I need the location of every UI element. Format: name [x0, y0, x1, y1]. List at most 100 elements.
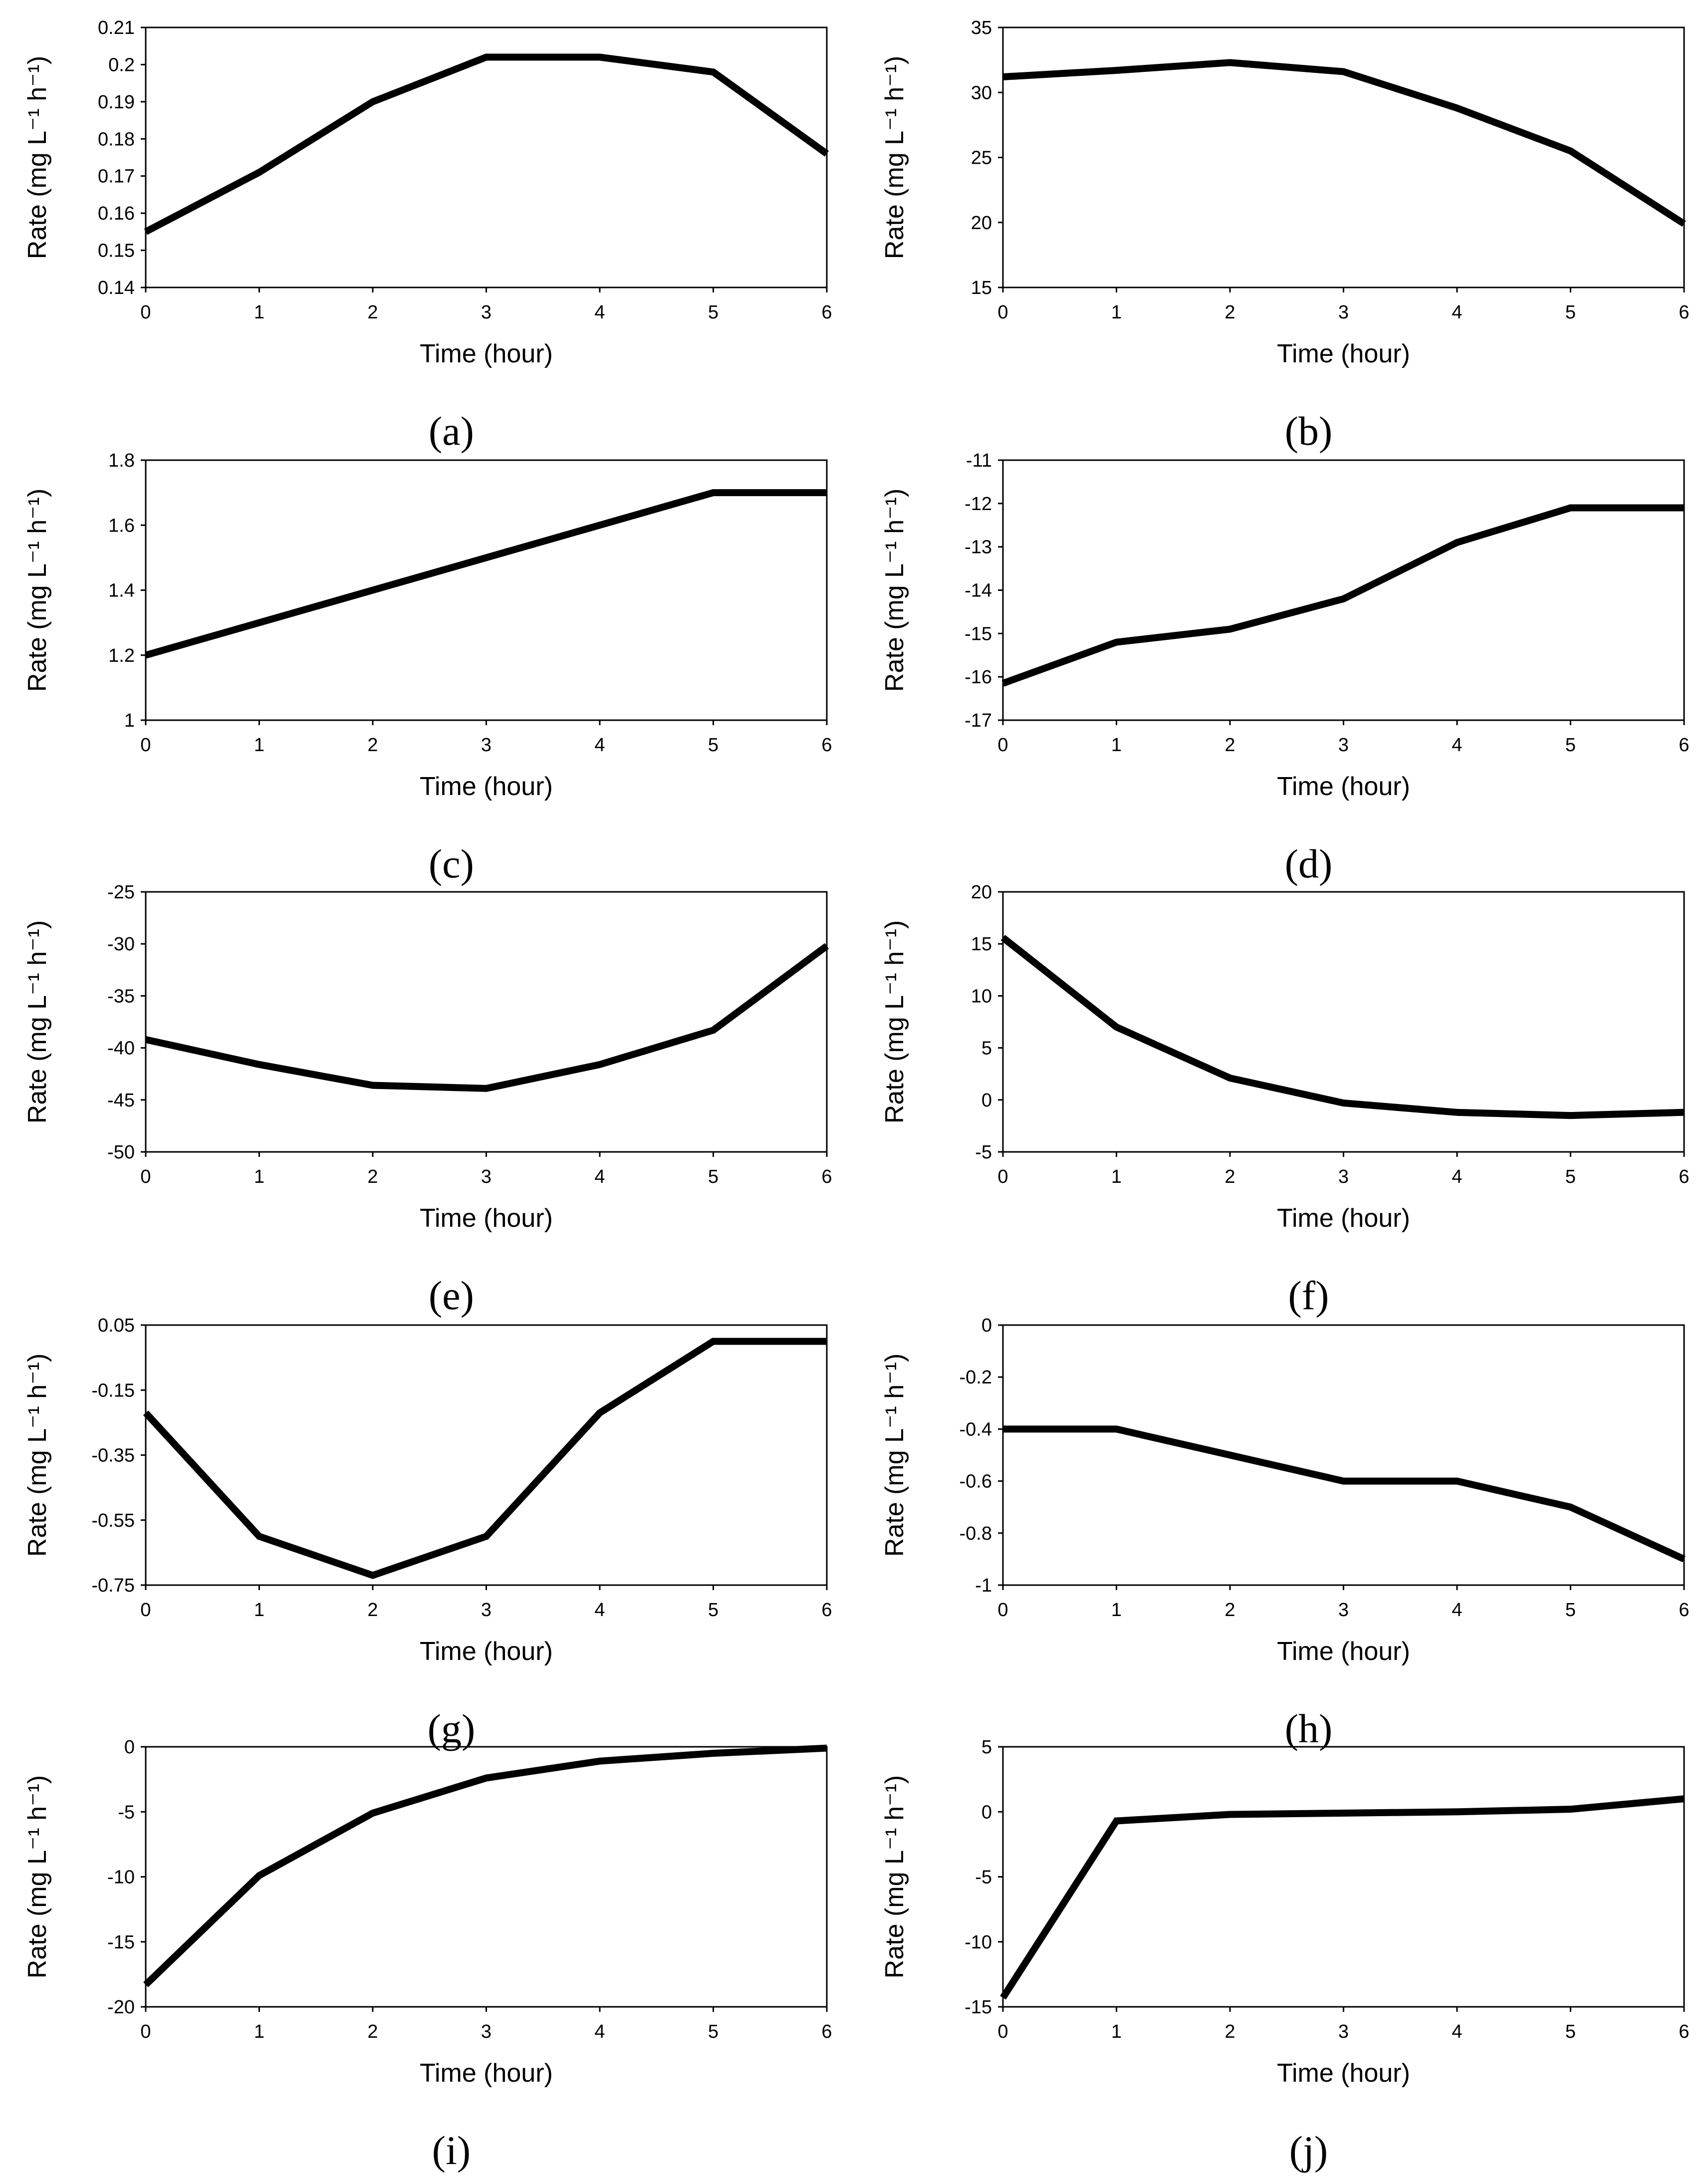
- y-tick-label: 30: [971, 82, 992, 103]
- y-tick-label: 10: [971, 986, 992, 1007]
- panel-label: (j): [1289, 2128, 1328, 2173]
- panel-label: (b): [1285, 408, 1333, 454]
- x-tick-label: 6: [821, 1600, 832, 1621]
- x-tick-label: 6: [821, 1166, 832, 1187]
- x-tick-label: 0: [997, 1600, 1008, 1621]
- x-tick-label: 1: [254, 2021, 264, 2042]
- y-tick-label: 0.19: [98, 92, 135, 113]
- x-tick-label: 0: [997, 735, 1008, 756]
- plot-frame-d: [1002, 459, 1685, 721]
- plot-frame-i: [145, 1746, 828, 2008]
- y-tick-label: 0.05: [98, 1315, 135, 1336]
- x-tick-label: 4: [594, 1600, 605, 1621]
- x-tick-label: 4: [594, 2021, 605, 2042]
- panel-label: (h): [1285, 1706, 1333, 1751]
- x-axis-label: Time (hour): [420, 339, 553, 368]
- x-tick-label: 1: [1111, 2021, 1122, 2042]
- plot-frame-a: [145, 26, 828, 288]
- y-tick-label: 0.18: [98, 129, 135, 150]
- x-tick-label: 3: [1338, 1166, 1349, 1187]
- y-tick-label: 15: [971, 277, 992, 298]
- x-axis-label: Time (hour): [1277, 2059, 1410, 2088]
- x-tick-label: 3: [481, 1600, 491, 1621]
- x-tick-label: 3: [481, 1166, 491, 1187]
- panel-label: (g): [428, 1706, 476, 1751]
- x-tick-label: 1: [254, 1600, 264, 1621]
- y-tick-label: 0.16: [98, 203, 135, 224]
- series-line-h: [1003, 1425, 1686, 1563]
- x-tick-label: 6: [1679, 1600, 1689, 1621]
- y-tick-label: -20: [107, 1997, 135, 2018]
- y-tick-label: -15: [107, 1932, 135, 1953]
- y-axis-label: Rate (mg L⁻¹ h⁻¹): [880, 489, 909, 692]
- chart-panel-d: -17 -16 -15 -14 -13 -12 -11 0 1 2 3 4 5 6 Time (hour) R…: [880, 450, 1690, 886]
- series-line-i: [143, 1744, 827, 1987]
- x-tick-label: 4: [1452, 2021, 1462, 2042]
- y-axis-label: Rate (mg L⁻¹ h⁻¹): [23, 489, 52, 692]
- x-axis-label: Time (hour): [420, 1637, 553, 1666]
- y-tick-label: -45: [107, 1090, 135, 1111]
- y-tick-label: 0: [124, 1737, 135, 1758]
- y-tick-label: 0.2: [108, 54, 135, 75]
- x-tick-label: 6: [1679, 735, 1689, 756]
- y-tick-label: 1: [124, 710, 135, 731]
- x-tick-label: 3: [481, 2021, 491, 2042]
- x-tick-label: 3: [481, 302, 491, 323]
- x-axis-label: Time (hour): [1277, 1204, 1410, 1233]
- x-tick-label: 2: [367, 302, 378, 323]
- y-tick-label: -0.35: [91, 1445, 135, 1466]
- x-tick-label: 1: [1111, 735, 1122, 756]
- x-tick-label: 6: [821, 302, 832, 323]
- y-tick-label: 1.2: [108, 645, 135, 666]
- chart-panel-h: -1 -0.8 -0.6 -0.4 -0.2 0 0 1 2 3 4 5 6 Time (hour) Rat…: [880, 1315, 1690, 1751]
- series-line-c: [145, 489, 827, 659]
- panel-label: (a): [429, 408, 474, 454]
- x-tick-label: 2: [1224, 1600, 1235, 1621]
- x-axis-label: Time (hour): [420, 2059, 553, 2088]
- chart-panel-a: 0.14 0.15 0.16 0.17 0.18 0.19 0.2 0.21 0 1 2 3 4 5 6 Ti…: [23, 17, 832, 454]
- x-tick-label: 5: [708, 1166, 719, 1187]
- y-tick-label: -35: [107, 986, 135, 1007]
- y-axis-label: Rate (mg L⁻¹ h⁻¹): [23, 920, 52, 1123]
- y-tick-label: 20: [971, 213, 992, 234]
- x-tick-label: 2: [367, 2021, 378, 2042]
- y-tick-label: -0.8: [960, 1523, 992, 1544]
- x-tick-label: 3: [1338, 302, 1349, 323]
- y-tick-label: -10: [107, 1867, 135, 1888]
- x-tick-label: 4: [594, 302, 605, 323]
- x-tick-label: 4: [1452, 1600, 1462, 1621]
- y-tick-label: 0.21: [98, 17, 135, 38]
- x-axis-label: Time (hour): [1277, 772, 1410, 801]
- x-axis-label: Time (hour): [1277, 1637, 1410, 1666]
- y-tick-label: -15: [965, 623, 992, 644]
- x-tick-label: 0: [997, 1166, 1008, 1187]
- x-tick-label: 0: [997, 302, 1008, 323]
- x-tick-label: 4: [594, 1166, 605, 1187]
- y-tick-label: -0.4: [960, 1419, 992, 1440]
- x-tick-label: 2: [1224, 302, 1235, 323]
- x-tick-label: 5: [708, 735, 719, 756]
- x-tick-label: 0: [140, 735, 151, 756]
- y-axis-label: Rate (mg L⁻¹ h⁻¹): [880, 56, 909, 259]
- y-tick-label: -50: [107, 1142, 135, 1163]
- y-tick-label: -10: [965, 1932, 992, 1953]
- y-tick-label: -0.75: [91, 1575, 135, 1596]
- y-axis-label: Rate (mg L⁻¹ h⁻¹): [23, 1354, 52, 1557]
- y-tick-label: -0.55: [91, 1510, 135, 1531]
- x-tick-label: 5: [1565, 1166, 1576, 1187]
- y-axis-label: Rate (mg L⁻¹ h⁻¹): [880, 1354, 909, 1557]
- panel-label: (i): [432, 2128, 471, 2173]
- y-tick-label: -13: [965, 537, 992, 558]
- y-tick-label: 20: [971, 882, 992, 903]
- x-tick-label: 4: [1452, 1166, 1462, 1187]
- x-tick-label: 5: [1565, 2021, 1576, 2042]
- y-tick-label: -16: [965, 667, 992, 688]
- x-tick-label: 2: [367, 1166, 378, 1187]
- x-tick-label: 0: [140, 2021, 151, 2042]
- y-tick-label: 0: [981, 1802, 992, 1823]
- series-line-e: [145, 943, 829, 1092]
- x-tick-label: 5: [708, 302, 719, 323]
- y-tick-label: 1.6: [108, 515, 135, 536]
- series-line-f: [1000, 935, 1685, 1119]
